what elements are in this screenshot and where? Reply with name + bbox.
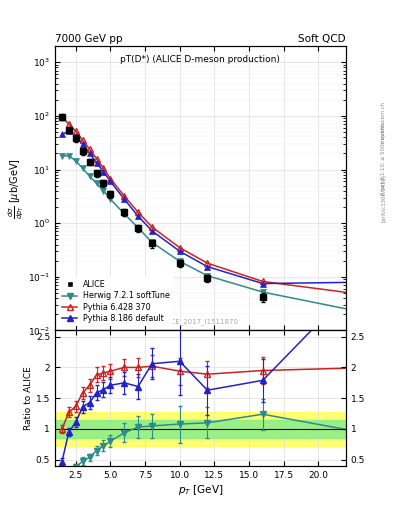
Legend: ALICE, Herwig 7.2.1 softTune, Pythia 6.428 370, Pythia 8.186 default: ALICE, Herwig 7.2.1 softTune, Pythia 6.4…	[59, 277, 173, 327]
Text: pT(D*) (ALICE D-meson production): pT(D*) (ALICE D-meson production)	[121, 55, 280, 63]
Y-axis label: Ratio to ALICE: Ratio to ALICE	[24, 366, 33, 430]
Text: 7000 GeV pp: 7000 GeV pp	[55, 33, 123, 44]
Text: Soft QCD: Soft QCD	[298, 33, 346, 44]
Y-axis label: $\frac{d\sigma}{dp_T}$ [$\mu$b/GeV]: $\frac{d\sigma}{dp_T}$ [$\mu$b/GeV]	[7, 158, 26, 219]
Bar	[55, 412, 346, 446]
Text: [arXiv:1306.3436]: [arXiv:1306.3436]	[381, 175, 386, 222]
Text: Rivet 3.1.10, ≥ 500k events: Rivet 3.1.10, ≥ 500k events	[381, 121, 386, 195]
Text: ALICE_2017_I1511870: ALICE_2017_I1511870	[162, 318, 239, 325]
Text: mcplots.cern.ch: mcplots.cern.ch	[381, 101, 386, 143]
Bar	[55, 420, 346, 438]
X-axis label: $p_T$ [GeV]: $p_T$ [GeV]	[178, 482, 223, 497]
